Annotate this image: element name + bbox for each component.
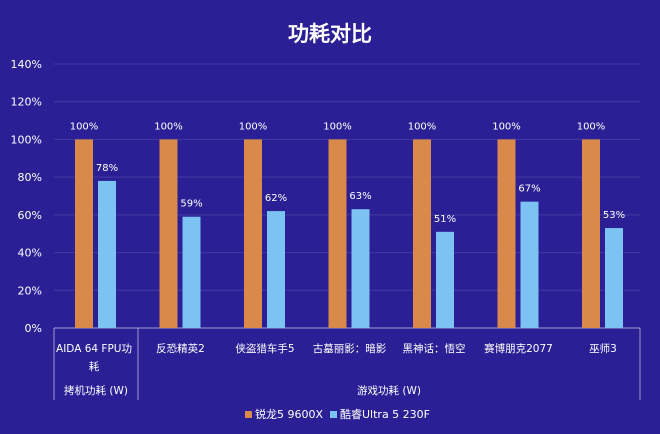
bar [98,180,116,328]
y-tick-label: 120% [11,96,42,109]
x-tick-label: AIDA 64 FPU功 [56,343,132,355]
bar [582,139,600,328]
x-tick-label: 反恐精英2 [156,342,205,355]
bar [497,139,516,328]
bar [520,201,539,328]
bar [244,139,262,328]
legend-swatch [330,410,337,418]
data-label: 59% [180,199,202,210]
legend-label: 酷睿Ultra 5 230F [340,408,430,421]
y-tick-label: 20% [18,284,42,297]
y-tick-label: 140% [11,58,42,71]
legend-item-series-1: 锐龙5 9600X [245,406,323,422]
data-label: 100% [408,121,437,132]
data-label: 100% [577,121,606,132]
y-tick-label: 40% [18,247,42,260]
x-tick-label: 巫师3 [589,342,617,355]
bar [413,139,431,328]
bar [159,139,178,328]
bar [351,209,370,328]
chart-title: 功耗对比 [288,22,372,46]
legend-item-series-2: 酷睿Ultra 5 230F [330,406,430,422]
data-label: 100% [239,121,268,132]
bar [75,139,93,328]
data-label: 63% [349,191,371,202]
legend-label: 锐龙5 9600X [255,408,324,421]
x-tick-label: 赛博朋克2077 [484,342,553,355]
x-tick-label: 黑神话：悟空 [403,342,466,355]
bar [182,216,201,328]
data-label: 100% [70,121,99,132]
bar [328,139,347,328]
data-label: 100% [154,121,183,132]
data-label: 100% [323,121,352,132]
bar [605,228,623,328]
data-label: 67% [518,184,540,195]
x-tick-label: 耗 [89,361,100,373]
bar [436,231,454,328]
y-tick-label: 60% [18,209,42,222]
bar [267,211,285,328]
legend-swatch [245,410,252,418]
x-tick-label: 古墓丽影：暗影 [313,342,387,355]
group-label: 拷机功耗 (W) [64,384,128,397]
x-tick-label: 侠盗猎车手5 [235,342,294,355]
data-label: 100% [492,121,521,132]
group-label: 游戏功耗 (W) [357,384,421,397]
y-tick-label: 0% [25,322,42,335]
y-tick-label: 80% [18,171,42,184]
data-label: 62% [265,193,287,204]
data-label: 53% [603,210,625,221]
data-label: 51% [434,214,456,225]
y-tick-label: 100% [11,133,42,146]
data-label: 78% [96,163,118,174]
